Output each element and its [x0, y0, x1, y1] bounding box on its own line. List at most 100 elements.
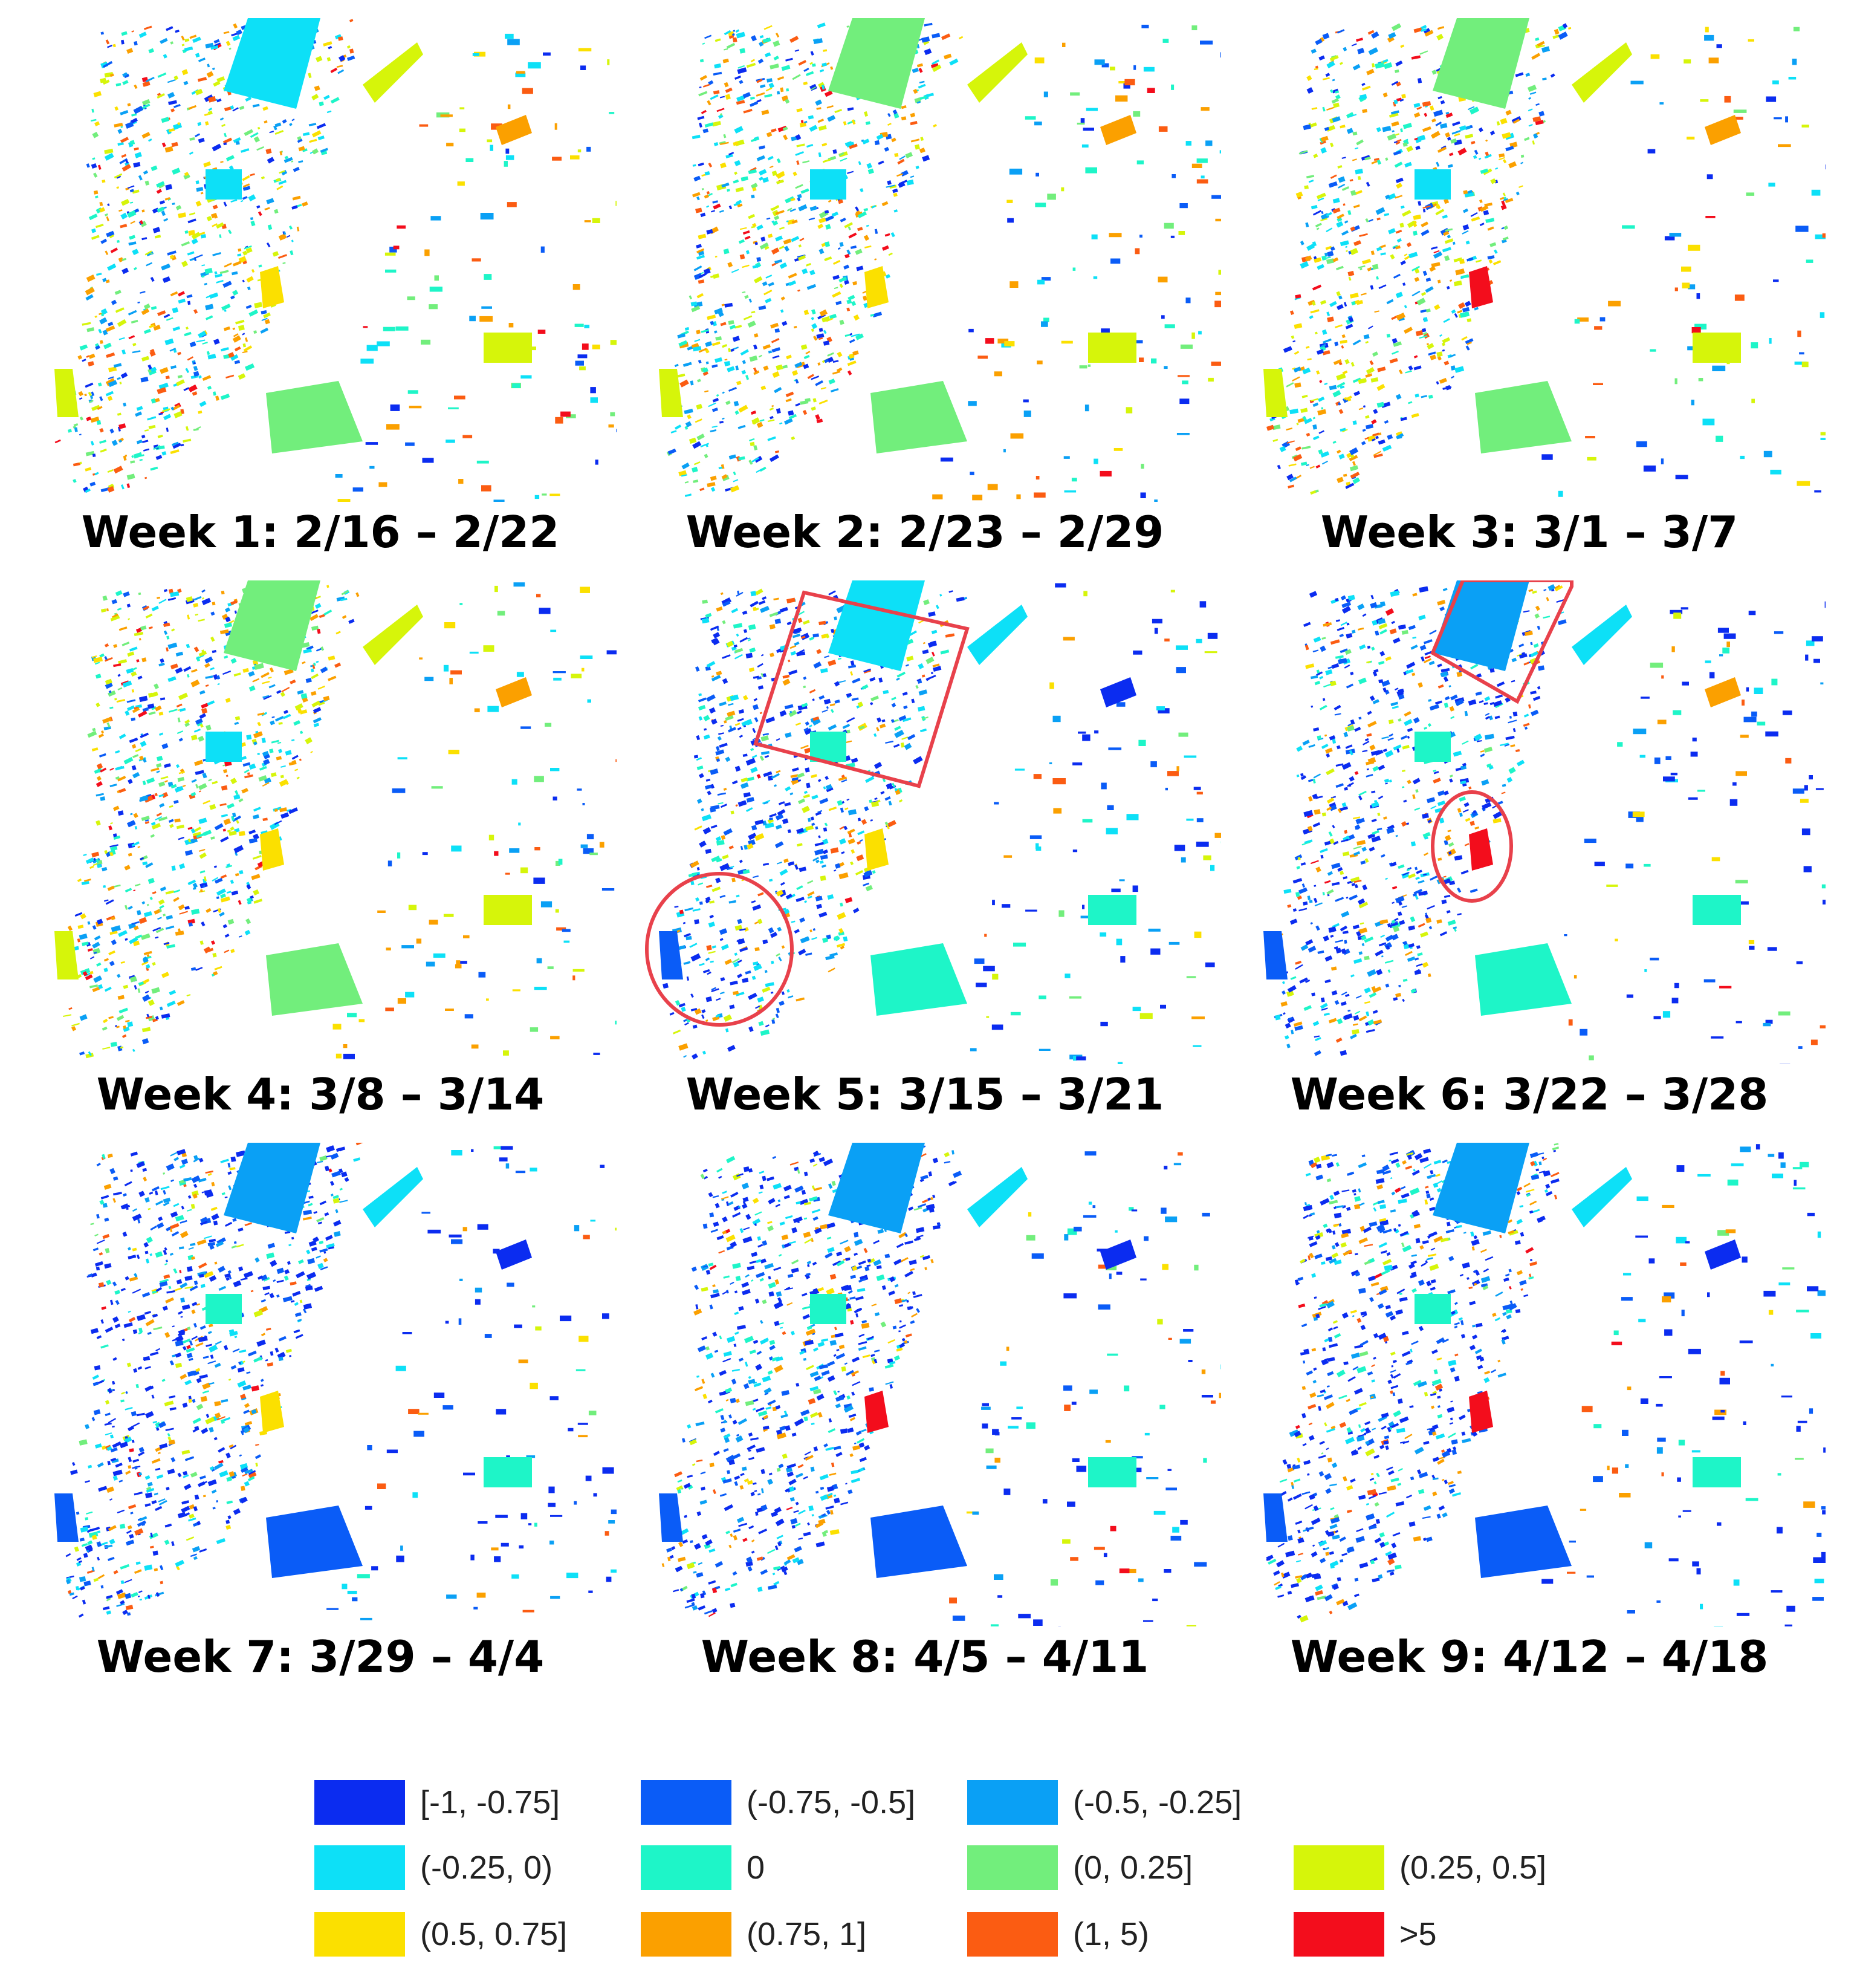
parcel [448, 407, 459, 409]
parcel [1390, 862, 1397, 867]
parcel [805, 767, 810, 773]
parcel [316, 648, 323, 652]
parcel [932, 663, 940, 668]
parcel [111, 916, 115, 921]
parcel [245, 96, 252, 102]
parcel [1384, 778, 1390, 783]
parcel [1350, 1033, 1357, 1039]
parcel [1379, 601, 1386, 607]
parcel [208, 107, 213, 111]
parcel [1436, 68, 1442, 73]
parcel [691, 305, 701, 313]
parcel [706, 190, 710, 195]
parcel [694, 825, 702, 831]
parcel [774, 215, 780, 221]
parcel [1297, 857, 1301, 860]
parcel [690, 301, 698, 307]
parcel [977, 356, 988, 359]
parcel [1346, 896, 1349, 899]
parcel [918, 663, 924, 669]
parcel [771, 404, 774, 408]
parcel [126, 820, 136, 828]
parcel [1338, 401, 1341, 406]
parcel [1338, 453, 1345, 460]
parcel [133, 813, 138, 819]
parcel [1136, 160, 1144, 164]
parcel [92, 131, 99, 138]
parcel [777, 126, 787, 132]
parcel [779, 245, 785, 250]
parcel [156, 189, 162, 194]
parcel [85, 972, 91, 977]
parcel [1429, 265, 1436, 272]
parcel [476, 460, 489, 464]
parcel [1335, 1037, 1343, 1043]
parcel [1470, 125, 1473, 129]
parcel [1509, 715, 1512, 719]
parcel [138, 638, 141, 641]
parcel [790, 774, 799, 778]
parcel [513, 582, 525, 587]
parcel [1410, 841, 1416, 846]
parcel [806, 262, 811, 267]
parcel [1530, 690, 1537, 695]
parcel [128, 779, 133, 784]
parcel [729, 1004, 735, 1010]
parcel [94, 472, 99, 476]
parcel [1421, 221, 1429, 228]
parcel [102, 866, 108, 872]
parcel [761, 109, 770, 115]
parcel [237, 253, 242, 257]
parcel [224, 310, 227, 312]
parcel [104, 152, 114, 161]
parcel [1332, 198, 1340, 204]
parcel [395, 326, 409, 331]
parcel [115, 590, 123, 597]
parcel [885, 274, 891, 279]
parcel [183, 387, 190, 391]
parcel [1593, 383, 1603, 385]
parcel [678, 470, 687, 476]
parcel [795, 151, 804, 156]
parcel [550, 629, 557, 632]
parcel [126, 483, 131, 489]
parcel [1393, 151, 1401, 156]
parcel [1489, 130, 1496, 135]
parcel [921, 716, 928, 720]
parcel [225, 616, 231, 623]
parcel [123, 1025, 127, 1029]
parcel [863, 870, 873, 878]
parcel [1820, 312, 1825, 318]
parcel [1527, 85, 1537, 93]
parcel [708, 162, 713, 167]
parcel [315, 603, 322, 609]
parcel [762, 986, 771, 993]
navy-yard [1475, 381, 1572, 453]
parcel [791, 778, 799, 785]
parcel [759, 755, 765, 761]
parcel [252, 678, 260, 683]
parcel [1306, 464, 1309, 467]
parcel [1349, 750, 1353, 756]
parcel [769, 165, 774, 169]
parcel [104, 148, 114, 154]
parcel [247, 772, 250, 775]
parcel [948, 590, 953, 593]
parcel [273, 125, 277, 131]
parcel [167, 597, 177, 601]
parcel [1511, 657, 1517, 663]
parcel [204, 876, 207, 882]
parcel [1357, 603, 1365, 611]
parcel [1388, 228, 1396, 235]
parcel [1330, 89, 1334, 93]
parcel [1353, 204, 1360, 209]
parcel [751, 975, 756, 980]
parcel [1318, 449, 1323, 455]
parcel [719, 928, 728, 935]
parcel [910, 120, 918, 126]
parcel [126, 668, 134, 674]
parcel [1367, 721, 1377, 728]
parcel [824, 822, 828, 827]
parcel [1320, 1002, 1328, 1009]
parcel [776, 889, 784, 897]
